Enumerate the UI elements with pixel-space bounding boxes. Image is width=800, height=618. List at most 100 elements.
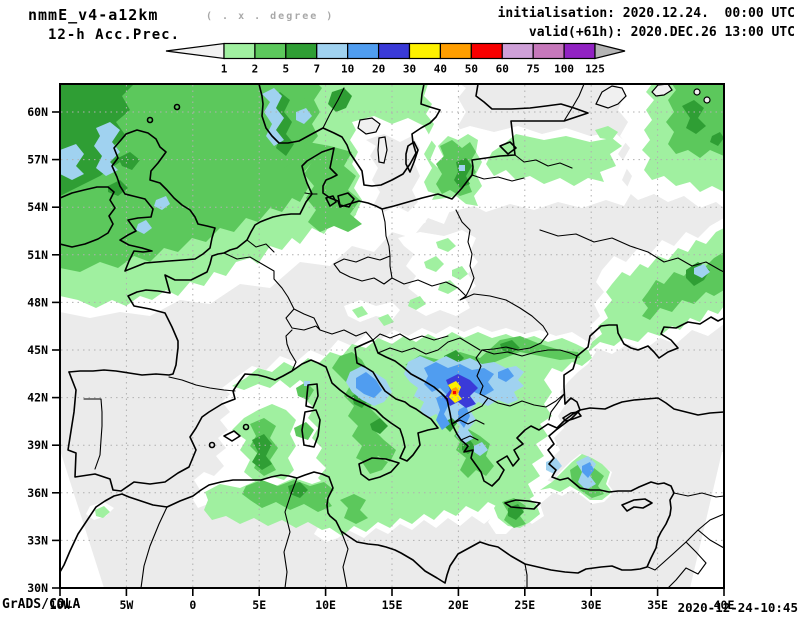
lon-axis-label: 10E xyxy=(315,598,336,612)
lat-axis-label: 39N xyxy=(27,438,48,452)
valid-time: valid(+61h): 2020.DEC.26 13:00 UTC xyxy=(528,25,795,40)
lat-axis-label: 54N xyxy=(27,200,48,214)
precip-red-core xyxy=(453,391,456,394)
lat-axis-label: 30N xyxy=(27,581,48,595)
precip-green-sicily xyxy=(362,456,388,474)
colorbar-segment xyxy=(347,42,380,60)
coastline-funen xyxy=(325,195,337,207)
coastline-corsica xyxy=(305,383,319,409)
precip-light-blue-gotland xyxy=(459,165,465,171)
precip-dark-green-romania xyxy=(500,340,520,354)
lake xyxy=(693,88,701,96)
lon-axis-label: 30E xyxy=(581,598,602,612)
colorbar-level-label: 75 xyxy=(527,63,540,76)
precip-green-corsica xyxy=(296,382,314,400)
lake-vanern xyxy=(357,117,381,135)
precip-light-green-baltic-east xyxy=(486,134,622,186)
precip-blue-albania xyxy=(458,406,470,428)
precip-green-skagerrak xyxy=(302,142,362,232)
colorbar-above-arrow xyxy=(594,42,626,60)
axes: 30N 33N 36N 39N 42N 45N 48N 51N 54N 57N 60N 10W 5W 0 5… xyxy=(27,105,734,612)
colorbar-segment xyxy=(285,42,318,60)
lat-axis-label: 60N xyxy=(27,105,48,119)
precip-blue-coast-tongue xyxy=(436,394,450,430)
coastline-scandinavia xyxy=(258,84,441,187)
precip-light-green-czech xyxy=(352,306,368,318)
precip-green-tunisia xyxy=(340,494,368,524)
coastline-ibiza xyxy=(208,441,216,449)
coastline-black-sea xyxy=(563,316,724,411)
precip-light-blue-norway xyxy=(262,88,284,146)
precip-light-green-poland xyxy=(424,256,444,272)
precip-green-sardinia xyxy=(294,422,314,440)
lat-axis-label: 33N xyxy=(27,533,48,547)
precip-blue-bulgaria xyxy=(498,368,514,382)
coastline-ireland xyxy=(60,186,116,248)
domain-edge-wedge xyxy=(60,450,104,588)
colorbar-segment xyxy=(470,42,503,60)
coastline-saaremaa xyxy=(499,141,517,155)
precip-light-green-austria xyxy=(378,314,394,326)
grads-credit: GrADS/COLA xyxy=(2,597,81,612)
colorbar-segment xyxy=(563,42,596,60)
precip-dark-green-scotland xyxy=(118,152,140,170)
colorbar-segment xyxy=(254,42,287,60)
coastline-crete xyxy=(504,499,541,510)
coastline-orkney xyxy=(146,116,154,124)
initialisation-time: initialisation: 2020.12.24. 00:00 UTC xyxy=(497,6,795,21)
lake-vattern xyxy=(377,136,388,164)
precip-light-blue-corsica xyxy=(304,381,310,386)
colorbar-segment xyxy=(532,42,565,60)
lon-axis-label: 10W xyxy=(50,598,71,612)
colorbar-segment xyxy=(316,42,349,60)
precip-light-blue-hebrides xyxy=(60,144,84,180)
lake-ladoga xyxy=(595,85,627,109)
coastline-menorca xyxy=(242,423,250,431)
lake xyxy=(703,96,711,104)
lon-axis-label: 25E xyxy=(514,598,535,612)
colorbar-level-label: 60 xyxy=(496,63,509,76)
coastline-mallorca xyxy=(223,430,241,442)
colorbar-level-label: 40 xyxy=(434,63,447,76)
coastline-shetland xyxy=(173,103,181,111)
lat-axis-label: 36N xyxy=(27,486,48,500)
colorbar-segment xyxy=(408,42,442,60)
colorbar-level-label: 1 xyxy=(221,63,228,76)
precip-dark-green-ne2 xyxy=(710,132,724,146)
lon-axis-label: 0 xyxy=(189,598,196,612)
precip-dark-green-algeria xyxy=(288,482,308,498)
precip-light-green-poland xyxy=(408,296,426,310)
precip-light-green-ne-streak xyxy=(595,126,618,140)
precip-green-algeria-core xyxy=(242,480,334,512)
colorbar-level-label: 20 xyxy=(372,63,385,76)
precip-light-blue-wales xyxy=(136,220,152,234)
lat-axis-label: 57N xyxy=(27,153,48,167)
colorbar-level-label: 30 xyxy=(403,63,416,76)
precip-dark-green-ne xyxy=(682,100,706,134)
colorbar-level-label: 7 xyxy=(313,63,320,76)
subtitle-field-name: 12-h Acc.Prec. xyxy=(48,27,181,43)
lon-axis-label: 5W xyxy=(119,598,133,612)
lat-axis-label: 42N xyxy=(27,391,48,405)
lon-axis-label: 5E xyxy=(252,598,266,612)
colorbar-level-label: 5 xyxy=(283,63,290,76)
colorbar-segment xyxy=(439,42,472,60)
precip-dark-green-apennine2 xyxy=(370,418,388,434)
colorbar-level-label: 100 xyxy=(554,63,574,76)
page-title: nmmE_v4-a12km xyxy=(28,6,159,24)
coastline-turkey-africa xyxy=(60,409,675,584)
coastline-turkey-north xyxy=(579,397,724,416)
coastline-sicily xyxy=(358,457,400,481)
precip-green-northwest-core xyxy=(60,84,322,272)
lat-axis-label: 48N xyxy=(27,295,48,309)
colorbar-segment xyxy=(223,42,256,60)
creation-timestamp: 2020-12-24-10:45 xyxy=(677,600,798,615)
colorbar-level-label: 50 xyxy=(465,63,478,76)
colorbar-level-label: 125 xyxy=(585,63,605,76)
coastline-sardinia xyxy=(301,409,321,448)
precip-light-green-poland xyxy=(436,238,456,252)
coastline-atlantic-baltic xyxy=(68,84,589,376)
precip-light-blue-scotland-west xyxy=(94,122,120,176)
precip-light-green-poland xyxy=(452,266,468,280)
